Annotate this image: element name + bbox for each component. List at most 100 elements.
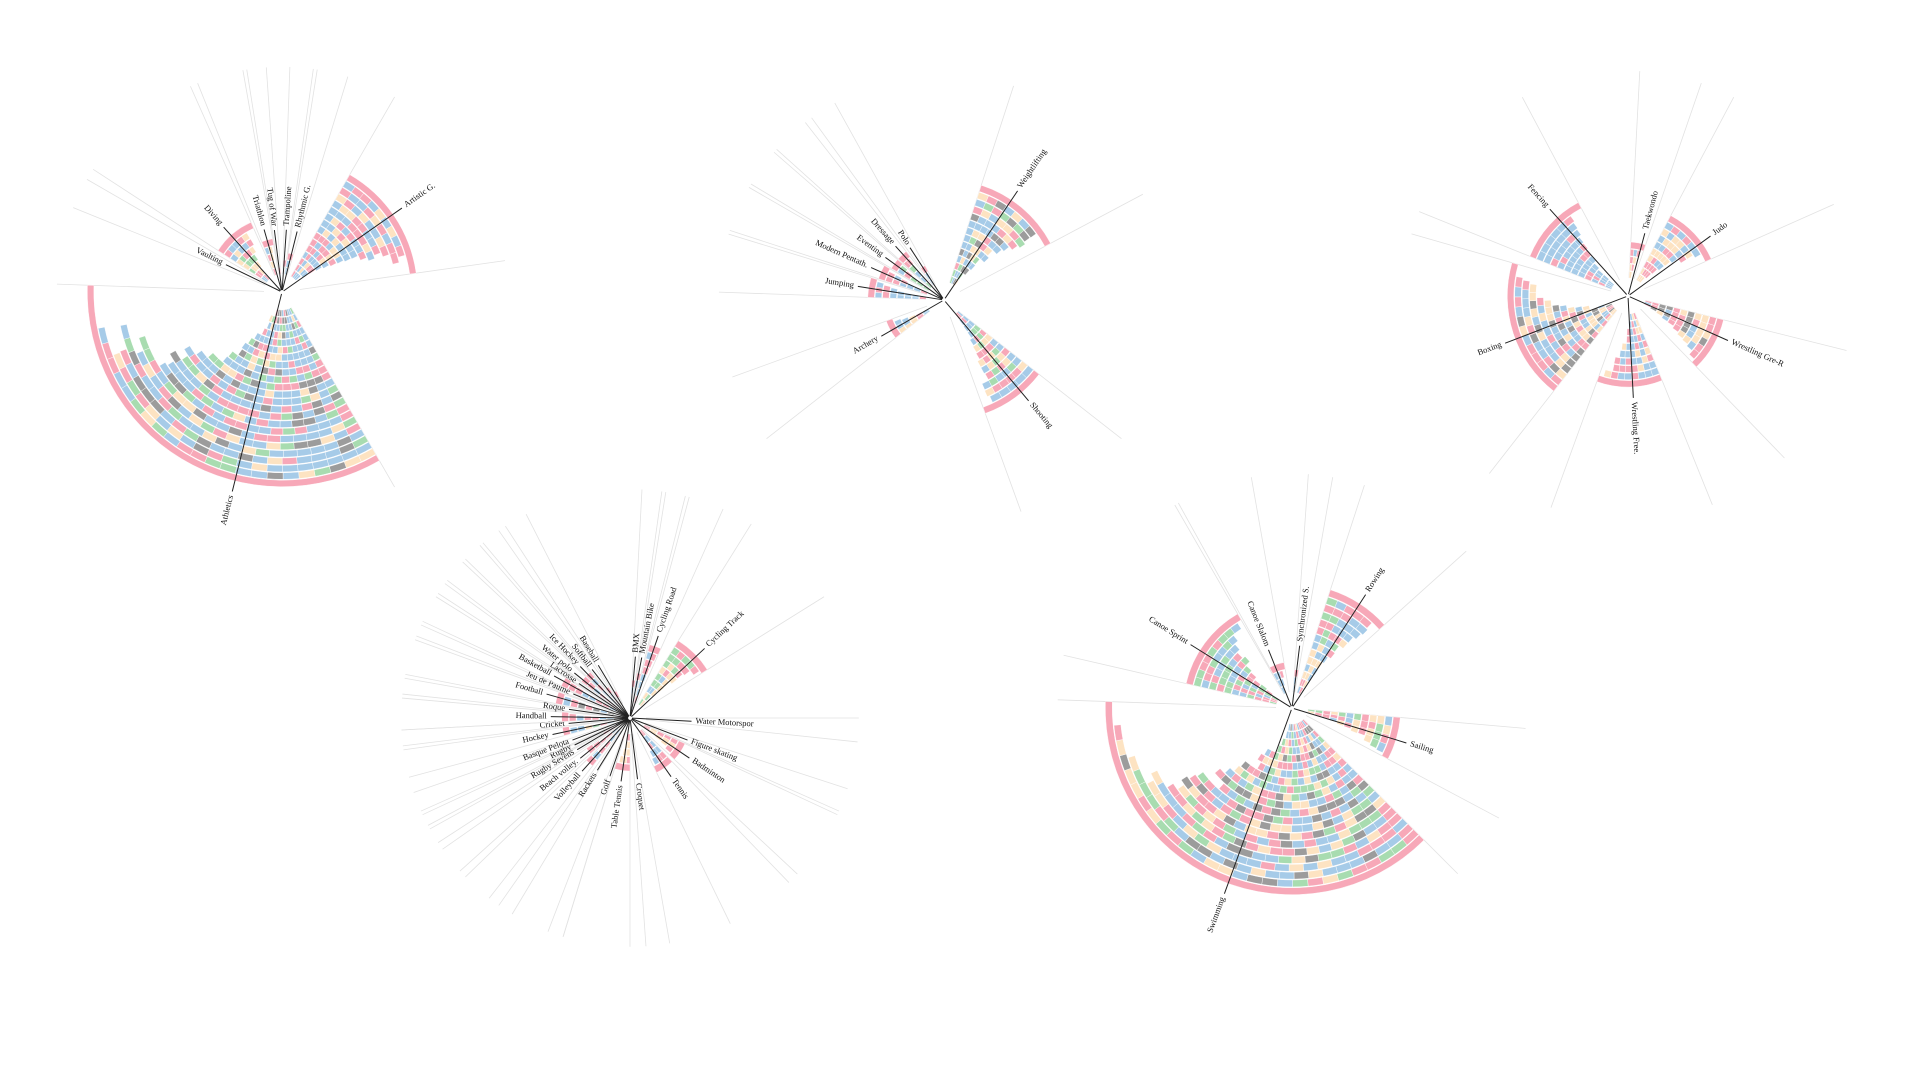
- ring-segment: [183, 345, 196, 358]
- guide-line: [728, 233, 927, 296]
- ring-segment: [979, 184, 1051, 247]
- ring-segment: [1227, 635, 1239, 646]
- ring-segment: [1624, 350, 1631, 358]
- sport-axis: [909, 247, 944, 299]
- sport-axis: [1268, 649, 1292, 707]
- ring-segment: [1662, 258, 1671, 267]
- guide-line: [482, 542, 621, 707]
- sport-axis: [550, 716, 629, 719]
- sport-axis: [581, 719, 630, 772]
- ring-segment: [298, 469, 316, 479]
- guide-line: [413, 722, 616, 793]
- ring-segment: [280, 412, 293, 421]
- sport-axis: [620, 719, 631, 782]
- ring-segment: [906, 283, 915, 291]
- ring-segment: [301, 402, 314, 412]
- ring-segment: [969, 337, 978, 346]
- sport-axis: [281, 229, 287, 291]
- ring-segment: [1514, 296, 1522, 308]
- ring-segment: [962, 267, 970, 276]
- sport-axis: [1504, 296, 1627, 344]
- ring-segment: [196, 350, 208, 362]
- sport-dressage: Dressage: [776, 122, 944, 299]
- guide-line: [284, 69, 318, 275]
- guide-line: [435, 596, 617, 710]
- ring-segment: [1232, 652, 1243, 663]
- sport-label: Taekwondo: [1640, 190, 1660, 231]
- ring-segment: [1180, 775, 1194, 790]
- ring-segment: [1369, 737, 1380, 749]
- sport-trampoline: Trampoline: [281, 66, 314, 291]
- ring-segment: [1688, 348, 1700, 360]
- guide-line: [633, 495, 686, 703]
- sport-archery: Archery: [732, 300, 943, 439]
- ring-segment: [1289, 809, 1300, 817]
- sport-label: Archery: [851, 333, 881, 356]
- guide-line: [1303, 550, 1467, 698]
- ring-segment: [1644, 271, 1652, 279]
- ring-segment: [1240, 760, 1251, 771]
- ring-segment: [1018, 230, 1031, 242]
- ring-segment: [1628, 271, 1633, 279]
- ring-segment: [1350, 724, 1360, 734]
- ring-segment: [241, 342, 251, 352]
- ring-segment: [909, 264, 918, 274]
- sport-axis: [263, 229, 282, 291]
- ring-segment: [1128, 755, 1140, 772]
- ring-segment: [1270, 807, 1282, 817]
- ring-segment: [291, 396, 303, 406]
- ring-segment: [1274, 792, 1284, 801]
- ring-segment: [1567, 306, 1576, 314]
- ring-segment: [1603, 369, 1613, 379]
- guide-line: [1057, 699, 1277, 708]
- sport-label: Canoe Slalom: [1245, 599, 1272, 648]
- sport-athletics: Athletics: [56, 283, 395, 526]
- ring-segment: [248, 246, 257, 255]
- sport-axis: [629, 719, 639, 780]
- guide-line: [420, 724, 616, 812]
- ring-segment: [255, 418, 269, 427]
- ring-segment: [1521, 289, 1530, 300]
- ring-segment: [1292, 879, 1309, 888]
- sport-cycling-track: Cycling Track: [631, 523, 825, 718]
- guide-line: [949, 316, 1022, 512]
- ring-segment: [1278, 855, 1293, 864]
- ring-segment: [1363, 733, 1373, 744]
- ring-segment: [581, 691, 590, 699]
- sport-jumping: Jumping: [718, 233, 943, 301]
- ring-segment: [299, 387, 310, 397]
- ring-segment: [1298, 808, 1310, 817]
- ring-segment: [282, 324, 287, 332]
- ring-segment: [650, 689, 658, 697]
- ring-segment: [265, 442, 281, 450]
- guide-line: [1174, 504, 1285, 695]
- ring-segment: [1257, 762, 1266, 772]
- ring-segment: [1306, 846, 1320, 856]
- sport-axis: [630, 719, 672, 777]
- ring-segment: [1264, 869, 1281, 879]
- ring-segment: [282, 427, 296, 436]
- ring-segment: [1631, 364, 1639, 373]
- sport-axis: [1549, 208, 1628, 295]
- sport-diving: Diving: [92, 86, 282, 291]
- ring-segment: [1308, 798, 1319, 808]
- ring-segment: [1307, 710, 1315, 715]
- ring-segment: [1283, 801, 1293, 810]
- ring-segment: [1291, 739, 1296, 747]
- guide-line: [437, 593, 617, 710]
- sport-axis: [1627, 297, 1634, 398]
- ring-segment: [1607, 280, 1615, 286]
- guide-line: [286, 76, 349, 275]
- sport-label: BMX: [630, 633, 642, 653]
- ring-segment: [980, 364, 991, 374]
- ring-segment: [290, 389, 302, 398]
- sport-label: Cycling Track: [703, 608, 746, 649]
- ring-segment: [1261, 877, 1278, 887]
- ring-segment: [1291, 824, 1303, 833]
- ring-segment: [639, 699, 646, 707]
- sport-label: Tennis: [670, 776, 691, 800]
- ring-segment: [291, 411, 304, 420]
- ring-segment: [1596, 374, 1663, 388]
- sport-label: Athletics: [218, 494, 235, 526]
- ring-segment: [292, 433, 308, 443]
